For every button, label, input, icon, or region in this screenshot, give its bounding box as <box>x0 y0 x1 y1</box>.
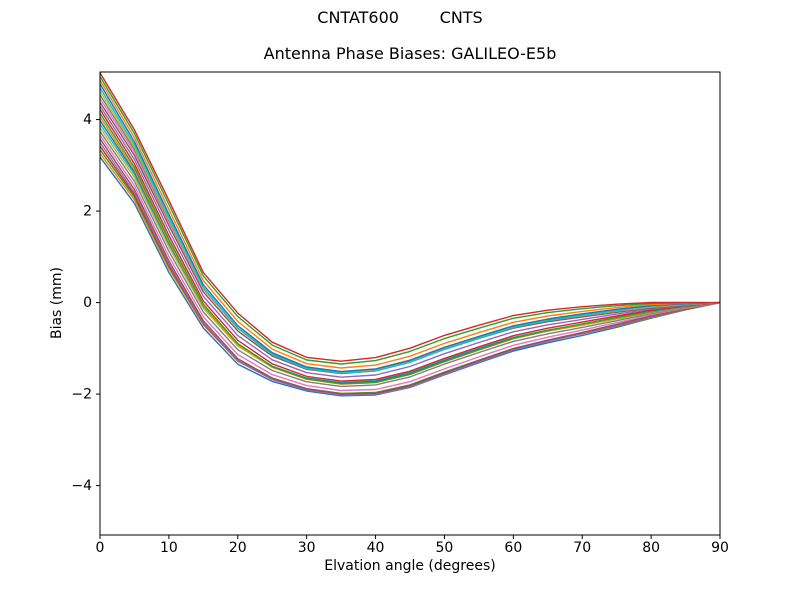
x-tick-label: 20 <box>229 540 247 556</box>
x-tick-label: 50 <box>436 540 454 556</box>
x-tick-label: 0 <box>96 540 105 556</box>
line-bundle <box>100 72 720 397</box>
bias-line <box>100 134 720 392</box>
x-tick-label: 10 <box>160 540 178 556</box>
x-tick-label: 60 <box>504 540 522 556</box>
x-tick-label: 30 <box>298 540 316 556</box>
axes-box <box>99 71 721 536</box>
y-tick-label: 0 <box>83 295 92 311</box>
bias-line <box>100 94 720 373</box>
x-tick-label: 40 <box>367 540 385 556</box>
bias-line <box>100 105 720 378</box>
x-axis-label: Elvation angle (degrees) <box>324 558 496 574</box>
x-tick-label: 80 <box>642 540 660 556</box>
y-axis-label: Bias (mm) <box>49 266 65 340</box>
y-tick-label: 4 <box>83 112 92 128</box>
bias-line <box>100 112 720 385</box>
y-tick-label: 2 <box>83 204 92 220</box>
x-tick-label: 90 <box>711 540 729 556</box>
y-tick-label: −4 <box>71 478 92 494</box>
bias-line <box>100 79 720 369</box>
chart-title: Antenna Phase Biases: GALILEO-E5b <box>263 44 557 63</box>
bias-line <box>100 87 720 374</box>
bias-line <box>100 142 720 396</box>
bias-line <box>100 76 720 365</box>
bias-line <box>100 109 720 382</box>
bias-line <box>100 72 720 362</box>
x-tick-label: 70 <box>573 540 591 556</box>
bias-line <box>100 138 720 395</box>
bias-line <box>100 83 720 373</box>
bias-line <box>100 98 720 373</box>
y-tick-label: −2 <box>71 387 92 403</box>
figure-suptitle: CNTAT600 CNTS <box>317 8 483 27</box>
bias-line <box>100 90 720 374</box>
bias-line <box>100 101 720 375</box>
bias-line <box>100 131 720 388</box>
